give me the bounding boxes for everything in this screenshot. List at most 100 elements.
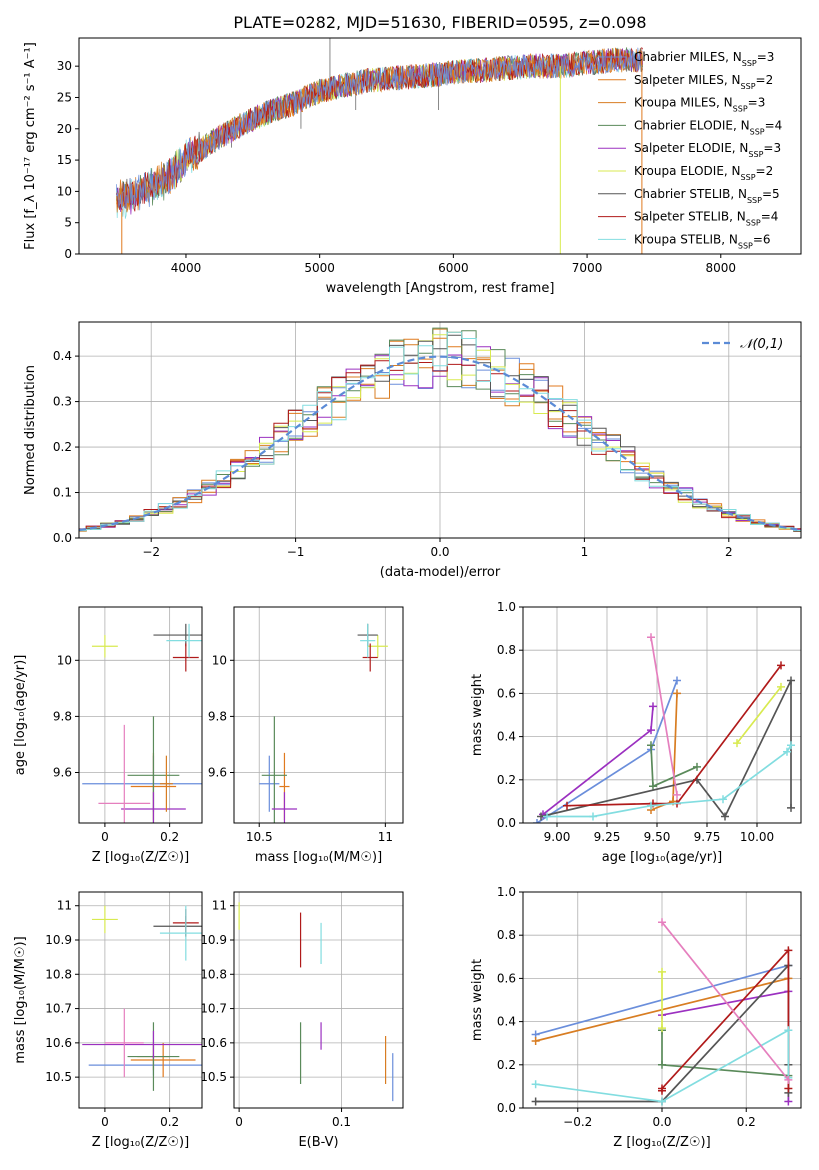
- x-tick-label: 6000: [438, 261, 469, 275]
- age-vs-Z-frame: [78, 606, 203, 824]
- plus-marker: [658, 1097, 666, 1106]
- mass-vs-Z-grid: [79, 892, 202, 1108]
- y-tick-label: 10: [57, 184, 72, 198]
- spectrum-legend: Chabrier MILES, NSSP=3 Salpeter MILES, NS…: [598, 50, 782, 250]
- y-tick-label: 0.1: [53, 486, 72, 500]
- age-vs-mass-panel: 10.5 11 9.6 9.8 10 mass [log₁₀(M/M☉)]: [208, 606, 404, 865]
- x-tick-label: 0.2: [160, 1115, 179, 1129]
- plus-marker: [649, 782, 657, 791]
- age-vs-mass-grid: [234, 607, 403, 823]
- errorbar-point: [360, 623, 376, 658]
- plus-marker: [721, 812, 729, 821]
- y-tick-label: 11: [57, 899, 72, 913]
- y-tick-label: 15: [57, 153, 72, 167]
- weight-vs-age-marks: [533, 633, 795, 823]
- weight-vs-age-frame: [522, 606, 802, 824]
- y-tick-label: 0: [64, 247, 72, 261]
- y-tick-label: 10.7: [45, 1002, 72, 1016]
- plus-marker: [658, 1024, 666, 1033]
- errorbar-point: [367, 635, 388, 658]
- x-tick-label: 0.2: [160, 830, 179, 844]
- residuals-marks: [79, 327, 801, 532]
- errorbar-point: [91, 635, 118, 658]
- weight-line: [661, 990, 790, 1102]
- plus-marker: [673, 790, 681, 799]
- y-tick-label: 0.2: [497, 1058, 516, 1072]
- weight-vs-Z-panel: −0.2 0.0 0.2 0.0 0.2 0.4 0.6 0.8 1.0 Z [log₁₀(Z/Z…: [470, 885, 802, 1150]
- weight-vs-Z-frame: [522, 891, 802, 1109]
- panels-layer: 4000 5000 6000 7000 8000051015202530waveleng…: [13, 37, 802, 1150]
- mass-vs-Z-ylabel: mass [log₁₀(M/M☉)]: [13, 936, 28, 1063]
- legend-label: Chabrier STELIB, NSSP=5: [634, 187, 780, 205]
- mass-vs-ebv-marks: [238, 902, 394, 1102]
- legend-label: Kroupa MILES, NSSP=3: [634, 96, 765, 114]
- y-tick-label: 10.9: [45, 933, 72, 947]
- y-tick-label: 10.6: [45, 1036, 72, 1050]
- plus-marker: [543, 812, 551, 821]
- weight-vs-Z-ylabel: mass weight: [470, 959, 485, 1041]
- plus-marker: [563, 801, 571, 810]
- plus-marker: [783, 747, 791, 756]
- plus-marker: [658, 918, 666, 927]
- y-tick-label: 0.2: [53, 440, 72, 454]
- plus-marker: [658, 967, 666, 976]
- x-tick-label: 8000: [706, 261, 737, 275]
- y-tick-label: 0.0: [497, 816, 516, 830]
- y-tick-label: 25: [57, 90, 72, 104]
- plus-marker: [784, 1026, 793, 1035]
- weight-vs-Z-marks: [531, 918, 793, 1106]
- y-tick-label: 0.6: [497, 686, 516, 700]
- plus-marker: [787, 803, 795, 812]
- spectrum-ylabel: Flux [f_λ 10⁻¹⁷ erg cm⁻² s⁻¹ A⁻¹]: [23, 42, 38, 250]
- y-tick-label: 10.6: [200, 1036, 227, 1050]
- weight-line: [661, 921, 790, 1081]
- plus-marker: [531, 1080, 540, 1089]
- x-tick-label: 0: [101, 1115, 109, 1129]
- legend-label: 𝒩(0,1): [740, 337, 783, 352]
- plus-marker: [533, 819, 541, 823]
- mass-vs-Z-panel: 0 0.2 10.5 10.6 10.7 10.8 10.9 11 Z [log₁₀(Z/Z☉)…: [13, 891, 203, 1150]
- x-tick-label: 2: [725, 545, 733, 559]
- plus-marker: [658, 1084, 666, 1093]
- age-vs-mass-xlabel: mass [log₁₀(M/M☉)]: [255, 850, 382, 865]
- spectrum-frame: [78, 37, 802, 255]
- residuals-ylabel: Normed distribution: [23, 365, 38, 495]
- plus-marker: [693, 762, 701, 771]
- errorbar-point: [261, 716, 287, 823]
- y-tick-label: 0.0: [53, 531, 72, 545]
- y-tick-label: 0.8: [497, 643, 516, 657]
- x-tick-label: 0.2: [737, 1115, 756, 1129]
- plus-marker: [589, 812, 597, 821]
- y-tick-label: 0.8: [497, 928, 516, 942]
- plus-marker: [784, 946, 793, 955]
- plus-marker: [777, 682, 785, 691]
- errorbar-point: [153, 623, 202, 647]
- y-tick-label: 9.8: [208, 709, 227, 723]
- x-tick-label: 9.50: [644, 830, 671, 844]
- weight-line: [542, 706, 654, 816]
- plus-marker: [784, 1084, 793, 1093]
- weight-vs-Z-xlabel: Z [log₁₀(Z/Z☉)]: [613, 1135, 710, 1150]
- errorbar-point: [166, 623, 202, 658]
- x-tick-label: −2: [142, 545, 160, 559]
- y-tick-label: 5: [64, 216, 72, 230]
- mass-vs-Z-frame: [78, 891, 203, 1109]
- y-tick-label: 10.5: [45, 1070, 72, 1084]
- y-tick-label: 9.6: [208, 766, 227, 780]
- y-tick-label: 1.0: [497, 885, 516, 899]
- x-tick-label: 0: [101, 830, 109, 844]
- plus-marker: [658, 1060, 666, 1069]
- age-vs-Z-xlabel: Z [log₁₀(Z/Z☉)]: [92, 850, 189, 865]
- errorbar-point: [259, 755, 280, 812]
- y-tick-label: 30: [57, 59, 72, 73]
- residuals-frame: [78, 321, 802, 539]
- x-tick-label: 0.0: [652, 1115, 671, 1129]
- x-tick-label: 0: [235, 1115, 243, 1129]
- errorbar-point: [172, 643, 199, 672]
- residuals-xlabel: (data-model)/error: [380, 565, 501, 580]
- histogram-series: [79, 334, 801, 532]
- plus-marker: [733, 739, 741, 748]
- y-tick-label: 1.0: [497, 600, 516, 614]
- x-tick-label: 9.25: [594, 830, 621, 844]
